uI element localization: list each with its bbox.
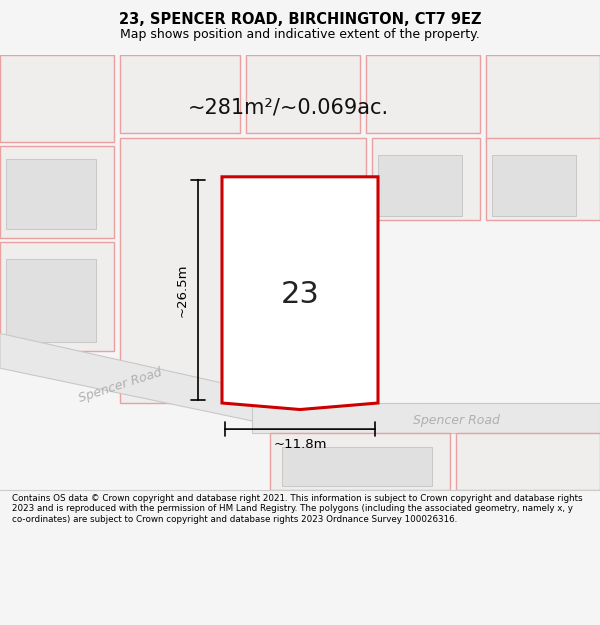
- Bar: [234, 208, 354, 372]
- Bar: [0, 146, 114, 238]
- Text: Map shows position and indicative extent of the property.: Map shows position and indicative extent…: [120, 28, 480, 41]
- Bar: [282, 446, 432, 486]
- Polygon shape: [252, 403, 600, 434]
- Text: ~26.5m: ~26.5m: [176, 263, 189, 317]
- Bar: [0, 242, 114, 351]
- Bar: [486, 55, 600, 142]
- Text: Spencer Road: Spencer Road: [77, 366, 163, 405]
- Bar: [270, 434, 450, 490]
- Text: 23: 23: [281, 280, 319, 309]
- Bar: [120, 55, 240, 133]
- Text: ~11.8m: ~11.8m: [273, 438, 327, 451]
- Bar: [378, 155, 462, 216]
- Bar: [486, 138, 600, 220]
- Bar: [246, 55, 360, 133]
- Bar: [492, 155, 576, 216]
- Text: ~281m²/~0.069ac.: ~281m²/~0.069ac.: [187, 98, 389, 118]
- Text: Contains OS data © Crown copyright and database right 2021. This information is : Contains OS data © Crown copyright and d…: [12, 494, 583, 524]
- Bar: [0, 55, 114, 142]
- Bar: [456, 434, 600, 490]
- Bar: [6, 259, 96, 342]
- Bar: [6, 159, 96, 229]
- Bar: [366, 55, 480, 133]
- Bar: [120, 138, 366, 403]
- Bar: [372, 138, 480, 220]
- Text: Spencer Road: Spencer Road: [413, 414, 499, 427]
- Polygon shape: [0, 333, 312, 434]
- Text: 23, SPENCER ROAD, BIRCHINGTON, CT7 9EZ: 23, SPENCER ROAD, BIRCHINGTON, CT7 9EZ: [119, 12, 481, 27]
- Polygon shape: [222, 177, 378, 409]
